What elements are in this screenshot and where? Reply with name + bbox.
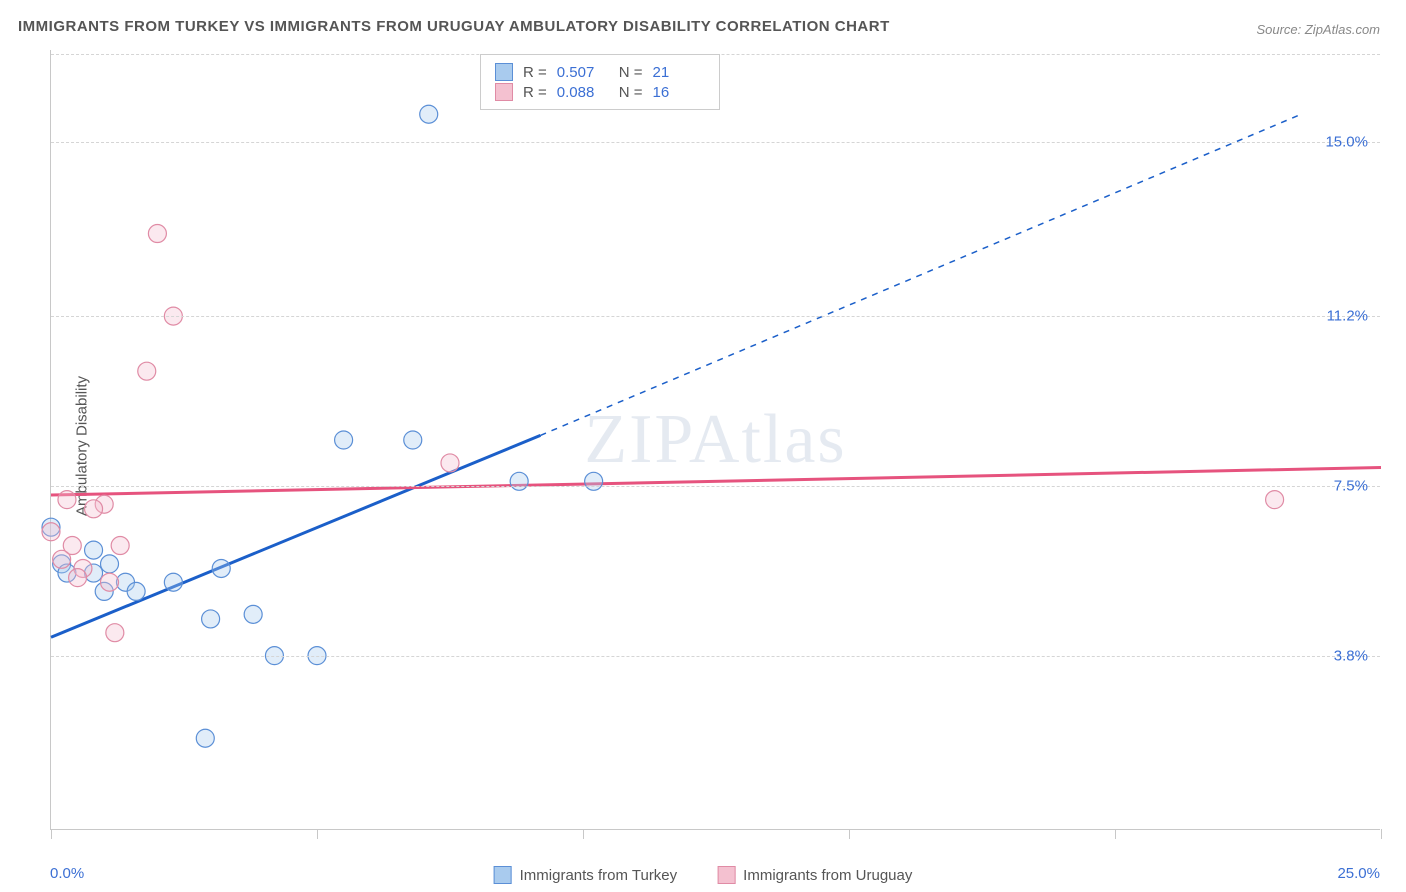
scatter-point bbox=[1266, 491, 1284, 509]
x-axis-min-label: 0.0% bbox=[50, 865, 84, 882]
legend-swatch bbox=[494, 866, 512, 884]
scatter-point bbox=[420, 105, 438, 123]
scatter-point bbox=[196, 729, 214, 747]
gridline-horizontal bbox=[51, 486, 1380, 487]
legend-r-label: R = bbox=[523, 64, 547, 81]
gridline-horizontal bbox=[51, 316, 1380, 317]
scatter-point bbox=[101, 555, 119, 573]
scatter-point bbox=[101, 573, 119, 591]
legend-n-label: N = bbox=[619, 84, 643, 101]
chart-plot-area: ZIPAtlas 3.8%7.5%11.2%15.0% bbox=[50, 50, 1380, 830]
scatter-point bbox=[111, 537, 129, 555]
y-tick-label: 11.2% bbox=[1327, 308, 1368, 325]
scatter-point bbox=[85, 541, 103, 559]
scatter-point bbox=[138, 362, 156, 380]
legend-r-label: R = bbox=[523, 84, 547, 101]
scatter-point bbox=[106, 624, 124, 642]
legend-swatch bbox=[495, 83, 513, 101]
scatter-point bbox=[244, 605, 262, 623]
legend-r-value: 0.088 bbox=[557, 84, 609, 101]
legend-n-value: 16 bbox=[653, 84, 705, 101]
chart-title: IMMIGRANTS FROM TURKEY VS IMMIGRANTS FRO… bbox=[18, 18, 890, 35]
scatter-point bbox=[441, 454, 459, 472]
legend-r-value: 0.507 bbox=[557, 64, 609, 81]
chart-svg bbox=[51, 50, 1380, 829]
scatter-point bbox=[85, 500, 103, 518]
x-tick bbox=[1115, 829, 1116, 839]
x-tick bbox=[849, 829, 850, 839]
legend-series-label: Immigrants from Turkey bbox=[520, 867, 678, 884]
scatter-point bbox=[148, 225, 166, 243]
x-tick bbox=[1381, 829, 1382, 839]
scatter-point bbox=[164, 573, 182, 591]
legend-row: R = 0.088 N = 16 bbox=[495, 83, 705, 101]
scatter-point bbox=[202, 610, 220, 628]
source-attribution: Source: ZipAtlas.com bbox=[1256, 22, 1380, 37]
scatter-point bbox=[127, 582, 145, 600]
y-tick-label: 3.8% bbox=[1334, 647, 1368, 664]
legend-swatch bbox=[495, 63, 513, 81]
scatter-point bbox=[42, 523, 60, 541]
legend-series-item: Immigrants from Turkey bbox=[494, 866, 678, 884]
legend-series-item: Immigrants from Uruguay bbox=[717, 866, 912, 884]
trend-line-dashed bbox=[540, 114, 1301, 435]
legend-swatch bbox=[717, 866, 735, 884]
x-tick bbox=[317, 829, 318, 839]
scatter-point bbox=[69, 569, 87, 587]
legend-row: R = 0.507 N = 21 bbox=[495, 63, 705, 81]
x-tick bbox=[51, 829, 52, 839]
x-tick bbox=[583, 829, 584, 839]
scatter-point bbox=[212, 559, 230, 577]
scatter-point bbox=[585, 472, 603, 490]
legend-n-value: 21 bbox=[653, 64, 705, 81]
scatter-point bbox=[404, 431, 422, 449]
gridline-horizontal bbox=[51, 142, 1380, 143]
legend-series-label: Immigrants from Uruguay bbox=[743, 867, 912, 884]
trend-line bbox=[51, 435, 540, 637]
scatter-point bbox=[53, 550, 71, 568]
gridline-horizontal bbox=[51, 656, 1380, 657]
scatter-point bbox=[58, 491, 76, 509]
scatter-point bbox=[335, 431, 353, 449]
scatter-point bbox=[510, 472, 528, 490]
x-axis-max-label: 25.0% bbox=[1337, 865, 1380, 882]
trend-line bbox=[51, 468, 1381, 496]
legend-n-label: N = bbox=[619, 64, 643, 81]
correlation-legend: R = 0.507 N = 21 R = 0.088 N = 16 bbox=[480, 54, 720, 110]
y-tick-label: 15.0% bbox=[1325, 133, 1368, 150]
y-tick-label: 7.5% bbox=[1334, 477, 1368, 494]
series-legend: Immigrants from Turkey Immigrants from Ur… bbox=[494, 866, 913, 884]
